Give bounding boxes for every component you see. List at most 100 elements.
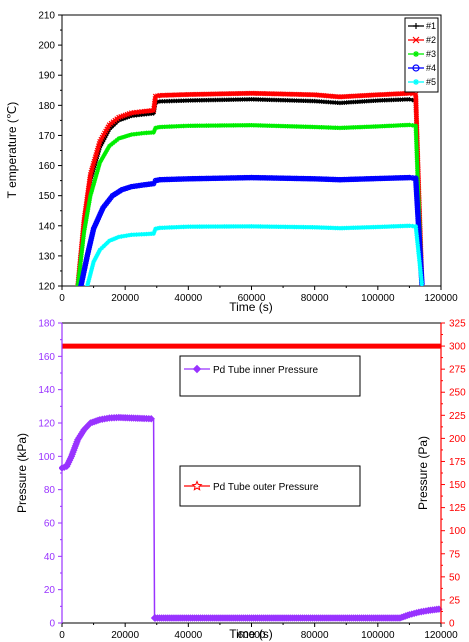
point-#3 bbox=[152, 127, 157, 133]
point-#5 bbox=[410, 223, 415, 229]
point-#5 bbox=[386, 224, 392, 229]
temperature-chart: 0 20000 40000 60000 80000 100000 120000 120 130… bbox=[5, 11, 458, 315]
point-#5 bbox=[95, 251, 100, 257]
point-#5 bbox=[414, 230, 419, 236]
point-#5 bbox=[249, 224, 254, 229]
point-#3 bbox=[314, 124, 320, 130]
point-#5 bbox=[93, 255, 98, 261]
point-#5 bbox=[99, 245, 104, 251]
point-#3 bbox=[155, 125, 160, 130]
legend-marker-#5 bbox=[413, 79, 419, 85]
point-#5 bbox=[415, 244, 421, 250]
point-#3 bbox=[415, 163, 420, 169]
point-#5 bbox=[283, 224, 288, 230]
point-#5 bbox=[91, 259, 96, 265]
point-#3 bbox=[348, 125, 354, 130]
temperature-series-group bbox=[75, 90, 425, 286]
point-#3 bbox=[89, 189, 94, 194]
x-tick-label: 100000 bbox=[361, 293, 395, 304]
point-#3 bbox=[77, 263, 83, 268]
point-#3 bbox=[91, 182, 96, 187]
point-#1 bbox=[407, 97, 412, 102]
point-#3 bbox=[380, 123, 385, 129]
point-#3 bbox=[276, 123, 281, 129]
point-#3 bbox=[144, 130, 149, 136]
point-#3 bbox=[120, 134, 126, 140]
point-#5 bbox=[298, 224, 304, 230]
point-#5 bbox=[253, 224, 259, 229]
point-#5 bbox=[210, 224, 216, 229]
point-#3 bbox=[414, 159, 420, 164]
point-#5 bbox=[171, 225, 177, 230]
point-#5 bbox=[217, 224, 223, 229]
point-#5 bbox=[119, 234, 124, 239]
point-#3 bbox=[81, 234, 86, 239]
point-#5 bbox=[287, 224, 293, 230]
point-#5 bbox=[269, 224, 275, 229]
point-#5 bbox=[414, 237, 420, 243]
point-#3 bbox=[226, 123, 232, 128]
point-#5 bbox=[362, 225, 367, 230]
right-y-tick-label: 200 bbox=[449, 434, 466, 445]
point-#3 bbox=[238, 123, 243, 128]
point-#3 bbox=[317, 124, 322, 130]
point-#3 bbox=[97, 162, 102, 167]
point-#3 bbox=[289, 124, 295, 129]
point-#3 bbox=[81, 236, 86, 241]
right-y-tick-label: 175 bbox=[449, 457, 466, 468]
point-#5 bbox=[335, 225, 340, 231]
point-#3 bbox=[85, 209, 90, 214]
point-#5 bbox=[417, 262, 423, 268]
point-#5 bbox=[393, 224, 399, 229]
point-#5 bbox=[355, 225, 360, 230]
temperature-y-axis-label: T emperature (℃) bbox=[5, 102, 19, 199]
point-#5 bbox=[101, 244, 106, 249]
point-#3 bbox=[377, 124, 383, 129]
point-#5 bbox=[418, 267, 423, 272]
point-#3 bbox=[92, 178, 98, 183]
point-#3 bbox=[96, 164, 101, 170]
point-#5 bbox=[208, 224, 214, 229]
legend-label-#5: #5 bbox=[426, 77, 436, 87]
point-#3 bbox=[208, 123, 214, 128]
right-y-tick-label: 0 bbox=[449, 619, 455, 630]
point-#3 bbox=[197, 123, 202, 128]
point-#5 bbox=[262, 224, 268, 229]
legend-label-inner: Pd Tube inner Pressure bbox=[213, 365, 318, 376]
point-#3 bbox=[267, 123, 272, 128]
point-#3 bbox=[85, 207, 91, 212]
point-#5 bbox=[164, 225, 170, 230]
point-#3 bbox=[82, 225, 88, 230]
point-#5 bbox=[413, 226, 419, 231]
point-#3 bbox=[375, 124, 381, 129]
point-#3 bbox=[90, 184, 96, 190]
point-#3 bbox=[93, 173, 99, 178]
point-#3 bbox=[186, 123, 191, 129]
point-#5 bbox=[371, 224, 376, 230]
legend-label-#4: #4 bbox=[426, 63, 436, 73]
point-#3 bbox=[79, 247, 85, 253]
point-#5 bbox=[364, 225, 369, 230]
left-y-tick-label: 120 bbox=[38, 419, 55, 430]
point-#5 bbox=[419, 281, 425, 286]
x-tick-label: 40000 bbox=[174, 293, 202, 304]
right-y-tick-label: 325 bbox=[449, 319, 466, 330]
point-#3 bbox=[92, 180, 97, 185]
point-#5 bbox=[321, 225, 327, 230]
point-#3 bbox=[93, 175, 98, 181]
point-#3 bbox=[364, 124, 369, 130]
point-#5 bbox=[416, 253, 422, 259]
temperature-legend: #1 #2 #3 #4 #5 bbox=[404, 17, 439, 93]
point-#3 bbox=[233, 123, 238, 128]
temperature-legend-box bbox=[404, 17, 439, 93]
point-#3 bbox=[78, 261, 83, 266]
point-#5 bbox=[419, 279, 424, 284]
point-#3 bbox=[125, 133, 130, 139]
point-#3 bbox=[94, 171, 99, 176]
point-#5 bbox=[303, 224, 308, 230]
point-#3 bbox=[404, 122, 410, 128]
point-#5 bbox=[328, 225, 333, 231]
point-#3 bbox=[122, 134, 128, 139]
point-#5 bbox=[244, 224, 250, 229]
